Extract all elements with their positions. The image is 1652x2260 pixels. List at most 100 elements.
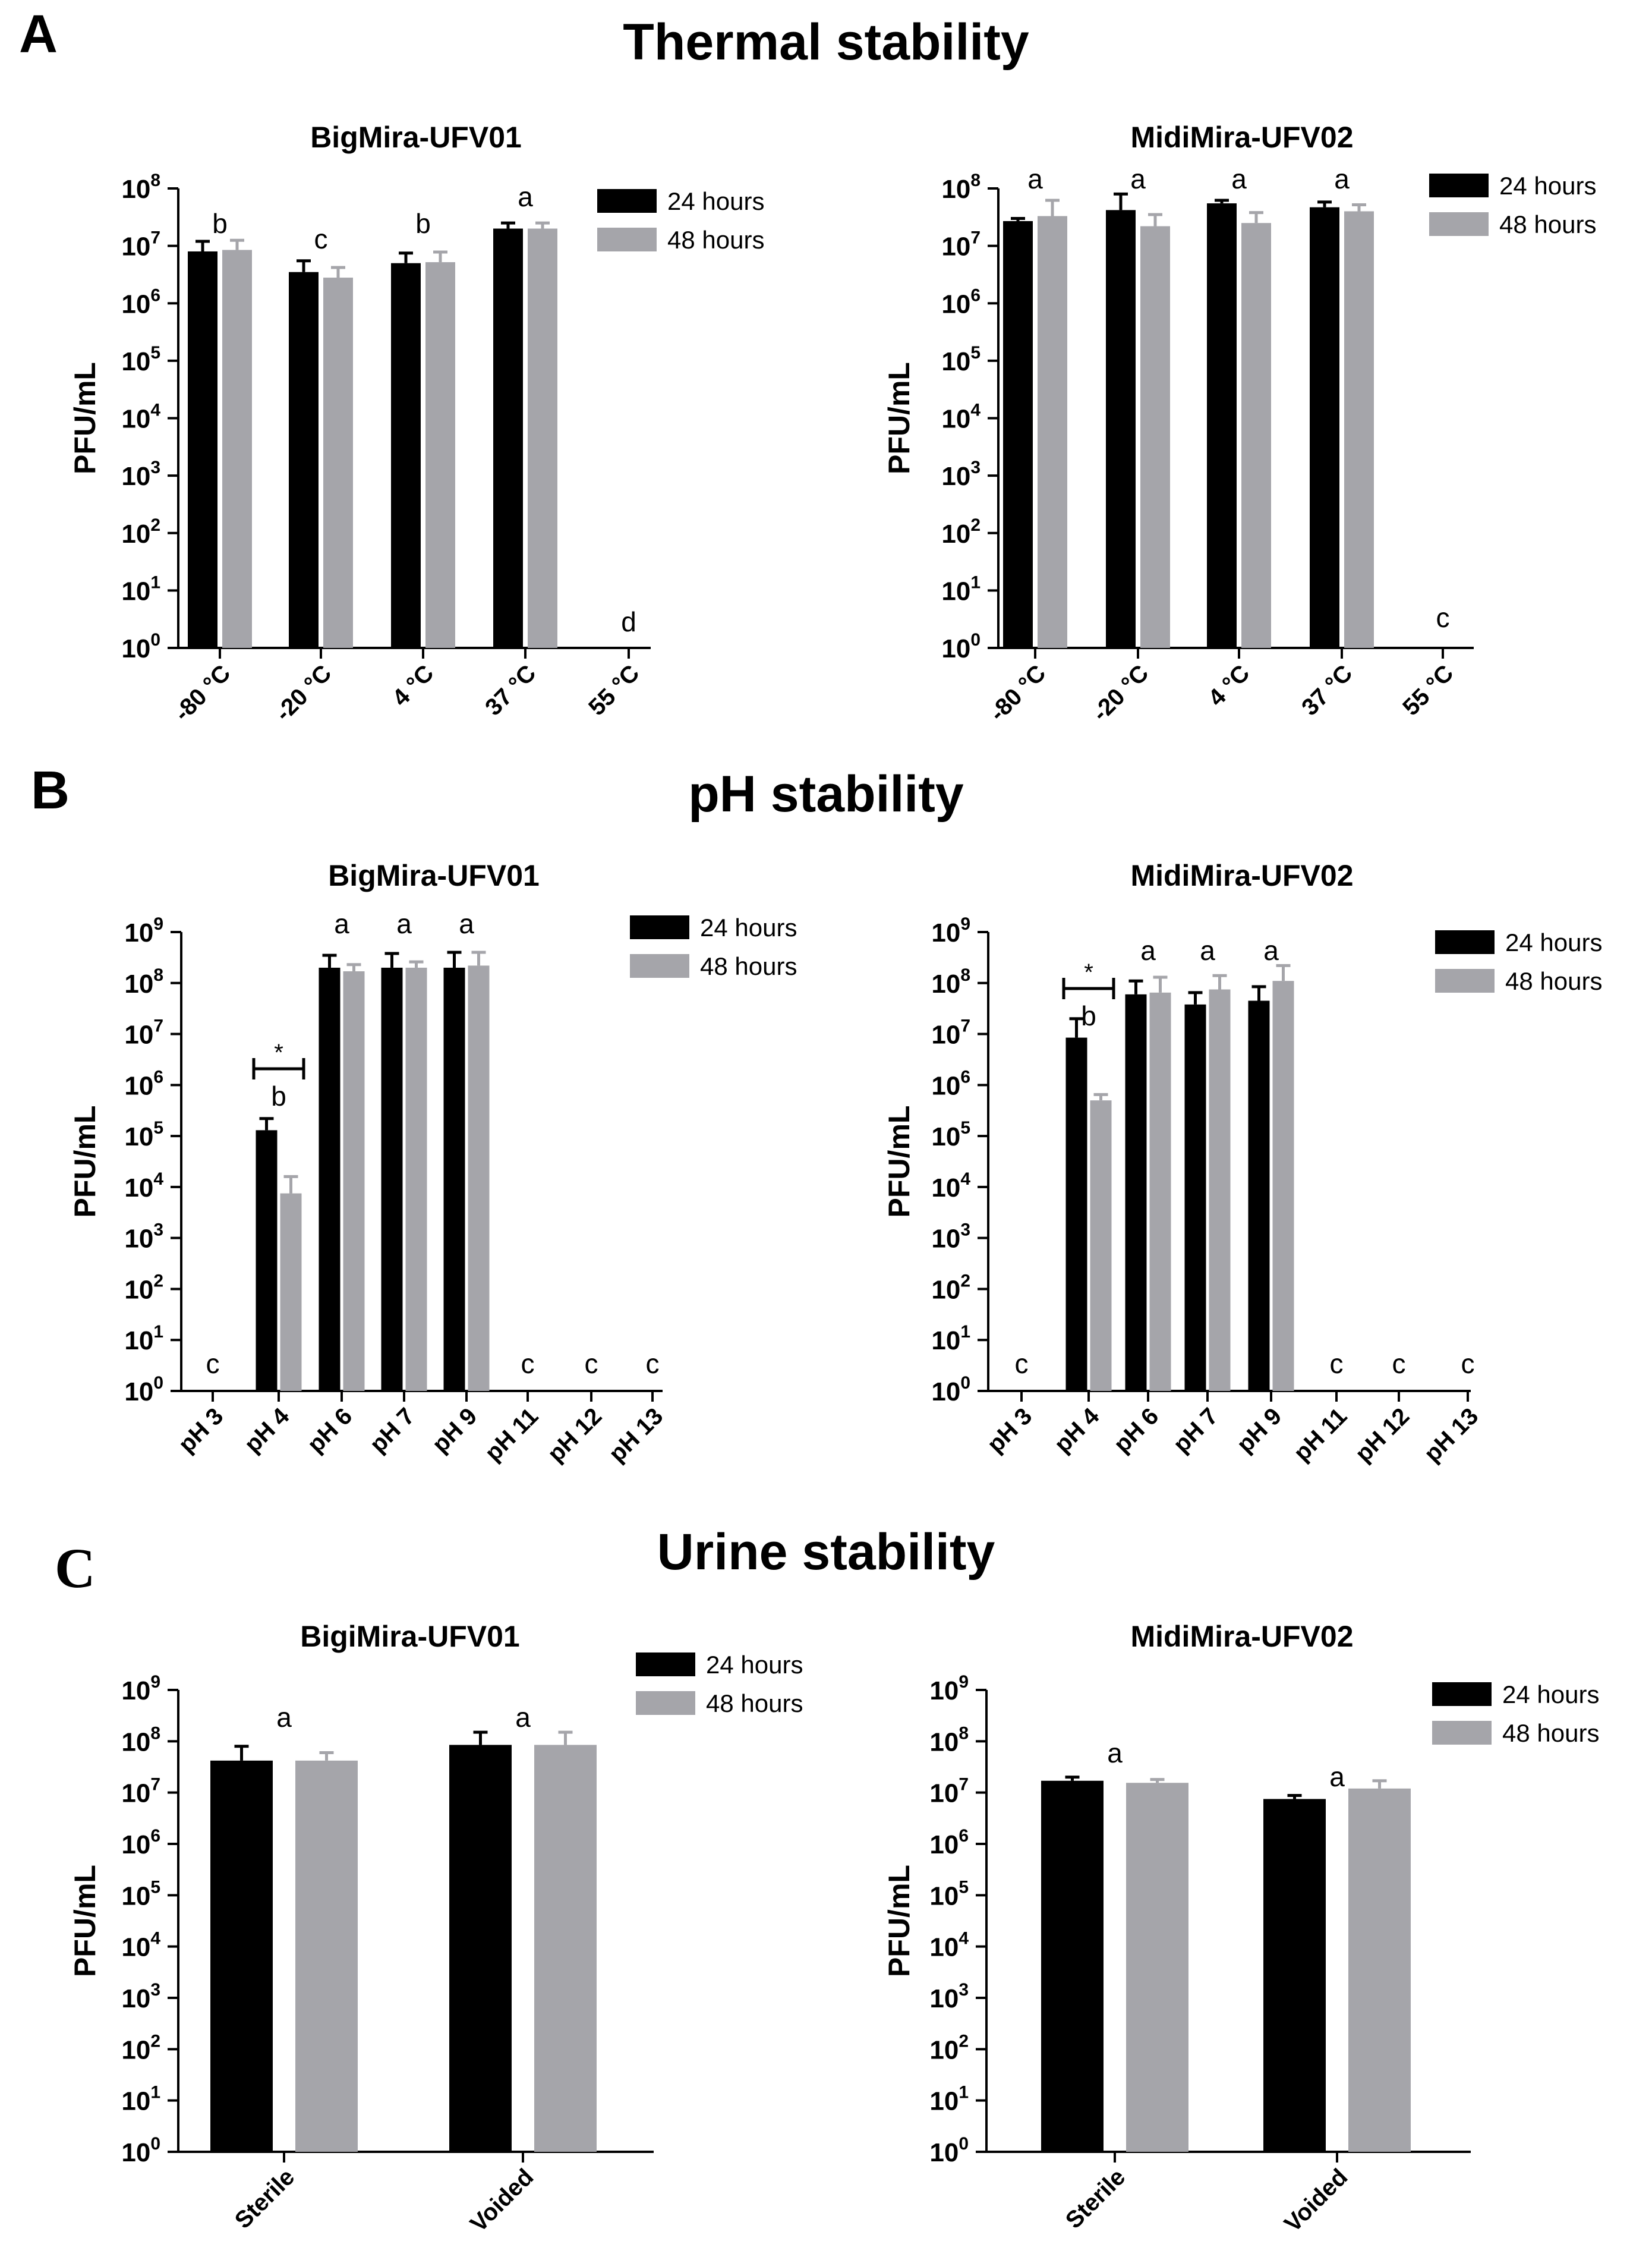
bar-24-hours [210, 1760, 273, 2152]
chart-urine-midimira: MidiMira-UFV02 PFU/mL 100 101 102 103 104 105 10… [882, 1620, 1599, 2237]
y-tick-label: 103 [929, 1980, 969, 2013]
x-tick-label: Voided [1279, 2164, 1353, 2237]
significance-letter: a [276, 1702, 292, 1733]
y-tick-label: 108 [941, 171, 981, 204]
significance-letter: c [314, 224, 328, 254]
x-tick-label: 37 °C [1297, 660, 1357, 720]
chart-title: MidiMira-UFV02 [1130, 121, 1353, 154]
significance-letter: a [1200, 935, 1215, 966]
x-tick-label: pH 6 [1109, 1403, 1164, 1458]
y-tick-label: 100 [121, 2134, 160, 2167]
y-tick-label: 101 [931, 1322, 970, 1355]
legend-label: 48 hours [1502, 1719, 1599, 1747]
bar-48-hours [1149, 992, 1171, 1391]
legend-label: 48 hours [1499, 210, 1596, 238]
x-tick-label: 4 °C [1203, 660, 1254, 711]
bar-24-hours [1125, 994, 1147, 1391]
significance-letter: a [1107, 1738, 1123, 1768]
bar-48-hours [1140, 226, 1170, 648]
legend-label: 48 hours [1505, 967, 1602, 995]
legend-label: 24 hours [700, 914, 797, 942]
x-tick-label: pH 9 [427, 1403, 482, 1458]
chart-ph-bigmira: BigMira-UFV01 PFU/mL 100 101 102 103 104 105 106… [68, 859, 797, 1467]
bar-24-hours [1184, 1004, 1206, 1391]
y-tick-label: 107 [929, 1775, 969, 1808]
bar-24-hours [1106, 210, 1136, 648]
bar-24-hours [1041, 1780, 1104, 2152]
y-tick-label: 105 [121, 1877, 160, 1910]
y-tick-label: 106 [929, 1826, 969, 1859]
x-tick-label: pH 6 [302, 1403, 357, 1458]
legend-swatch [636, 1691, 695, 1715]
y-tick-label: 107 [941, 228, 981, 262]
y-tick-label: 107 [121, 228, 160, 262]
bar-48-hours [534, 1745, 597, 2152]
panel-letter-b: B [31, 761, 70, 820]
y-tick-label: 101 [121, 572, 160, 606]
bar-24-hours [1065, 1037, 1087, 1391]
bar-48-hours [1241, 223, 1271, 648]
legend-swatch [1429, 212, 1489, 236]
y-tick-label: 101 [124, 1322, 163, 1355]
significance-letter: c [1436, 602, 1450, 633]
y-tick-label: 105 [941, 343, 981, 376]
y-tick-label: 102 [941, 515, 981, 549]
bar-48-hours [295, 1760, 358, 2152]
y-tick-label: 103 [121, 1980, 160, 2013]
x-tick-label: pH 4 [1049, 1403, 1105, 1458]
chart-title: MidiMira-UFV02 [1130, 859, 1353, 892]
significance-letter: b [212, 208, 228, 239]
significance-letter: b [1081, 1000, 1096, 1031]
chart-title: BigMira-UFV01 [310, 121, 522, 154]
x-tick-label: 55 °C [584, 660, 644, 720]
y-tick-label: 105 [124, 1118, 163, 1151]
bar-24-hours [289, 272, 319, 648]
significance-letter: a [518, 181, 533, 212]
y-tick-label: 100 [931, 1373, 970, 1406]
y-tick-label: 109 [931, 914, 970, 948]
significance-letter: a [1263, 935, 1279, 966]
significance-letter: b [415, 208, 431, 239]
y-tick-label: 100 [124, 1373, 163, 1406]
y-tick-label: 104 [121, 1929, 160, 1962]
bar-24-hours [1310, 207, 1339, 648]
significance-letter: a [396, 908, 412, 939]
bar-48-hours [323, 278, 353, 649]
legend-label: 24 hours [706, 1651, 803, 1679]
bar-24-hours [188, 251, 217, 649]
y-tick-label: 109 [929, 1672, 969, 1705]
legend-swatch [630, 915, 689, 939]
x-tick-label: Voided [465, 2164, 538, 2237]
y-tick-label: 106 [941, 285, 981, 319]
y-tick-label: 103 [121, 458, 160, 491]
x-tick-label: pH 3 [174, 1403, 228, 1458]
legend-label: 48 hours [667, 226, 764, 254]
y-tick-label: 105 [121, 343, 160, 376]
bar-48-hours [425, 262, 455, 648]
chart-title: BigMira-UFV01 [328, 859, 540, 892]
chart-title: MidiMira-UFV02 [1130, 1620, 1353, 1653]
y-tick-label: 102 [124, 1271, 163, 1304]
y-tick-label: 103 [124, 1220, 163, 1254]
y-tick-label: 103 [941, 458, 981, 491]
y-tick-label: 109 [121, 1672, 160, 1705]
bar-24-hours [1263, 1799, 1326, 2152]
significance-letter: c [646, 1348, 660, 1379]
chart-thermal-midimira: MidiMira-UFV02 PFU/mL 100 101 102 103 104 105 10… [882, 121, 1596, 726]
x-tick-label: -80 °C [985, 660, 1051, 726]
y-tick-label: 108 [929, 1723, 969, 1757]
y-axis-label: PFU/mL [68, 1106, 102, 1218]
legend-label: 48 hours [700, 952, 797, 980]
y-tick-label: 104 [931, 1169, 970, 1203]
significance-letter: d [621, 606, 636, 637]
significance-letter: a [515, 1702, 531, 1733]
legend-swatch [1432, 1682, 1492, 1706]
section-title-urine: Urine stability [657, 1524, 995, 1581]
legend-swatch [597, 189, 657, 213]
y-tick-label: 102 [931, 1271, 970, 1304]
y-tick-label: 106 [931, 1067, 970, 1100]
significance-letter: c [1461, 1348, 1475, 1379]
bar-24-hours [256, 1130, 278, 1391]
x-tick-label: pH 12 [1350, 1403, 1414, 1467]
significance-letter: a [1140, 935, 1156, 966]
